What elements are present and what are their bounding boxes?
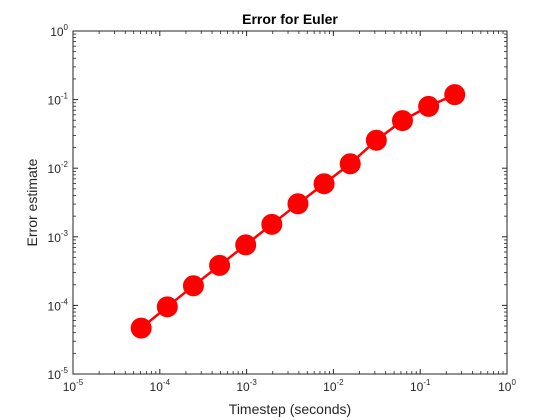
x-tick-base: 10 <box>498 380 512 394</box>
y-tick-exponent: -4 <box>61 297 69 306</box>
tick-labels: 10-5 10-4 10-3 10-2 10-1 10010-510-410-310-21… <box>48 23 517 394</box>
data-point <box>235 234 257 256</box>
x-tick-label: 10-5 <box>63 378 84 394</box>
data-point <box>209 254 231 276</box>
data-point <box>444 84 466 106</box>
y-tick-label: 100 <box>50 23 68 39</box>
plot-frame <box>72 30 508 375</box>
y-tick-label: 10-4 <box>48 297 69 313</box>
x-tick-label: 10-2 <box>323 378 344 394</box>
series-layer <box>130 84 466 339</box>
x-tick-label: 10-3 <box>236 378 257 394</box>
x-tick-label: 10-1 <box>410 378 431 394</box>
y-tick-base: 10 <box>48 94 62 108</box>
x-tick-exponent: -2 <box>337 378 345 387</box>
y-tick-base: 10 <box>48 299 62 313</box>
y-tick-base: 10 <box>48 368 62 382</box>
y-tick-exponent: -5 <box>61 366 69 375</box>
x-tick-exponent: 0 <box>511 378 516 387</box>
chart-title: Error for Euler <box>242 11 338 27</box>
x-tick-exponent: -4 <box>163 378 171 387</box>
y-tick-label: 10-2 <box>48 160 69 176</box>
x-tick-exponent: -3 <box>250 378 258 387</box>
x-tick-exponent: -1 <box>423 378 431 387</box>
x-tick-base: 10 <box>150 380 164 394</box>
y-tick-base: 10 <box>48 162 62 176</box>
data-point <box>130 317 152 339</box>
x-tick-label: 10-4 <box>150 378 171 394</box>
y-tick-exponent: -2 <box>61 160 69 169</box>
y-tick-exponent: -1 <box>61 92 69 101</box>
y-tick-exponent: 0 <box>64 23 69 32</box>
y-tick-base: 10 <box>50 25 64 39</box>
x-tick-base: 10 <box>323 380 337 394</box>
y-tick-label: 10-5 <box>48 366 69 382</box>
y-tick-label: 10-3 <box>48 229 69 245</box>
data-point <box>339 153 361 175</box>
x-tick-exponent: -5 <box>76 378 84 387</box>
data-point <box>182 275 204 297</box>
x-tick-label: 100 <box>498 378 516 394</box>
x-tick-base: 10 <box>410 380 424 394</box>
data-point <box>156 296 178 318</box>
y-tick-label: 10-1 <box>48 92 69 108</box>
y-axis-label: Error estimate <box>24 158 40 246</box>
x-tick-base: 10 <box>236 380 250 394</box>
x-axis-label: Timestep (seconds) <box>229 401 351 417</box>
y-tick-base: 10 <box>48 231 62 245</box>
y-tick-exponent: -3 <box>61 229 69 238</box>
data-point <box>261 213 283 235</box>
data-point <box>391 110 413 132</box>
data-point <box>313 173 335 195</box>
data-point <box>418 95 440 117</box>
x-tick-base: 10 <box>63 380 77 394</box>
data-point <box>287 193 309 215</box>
data-point <box>365 129 387 151</box>
